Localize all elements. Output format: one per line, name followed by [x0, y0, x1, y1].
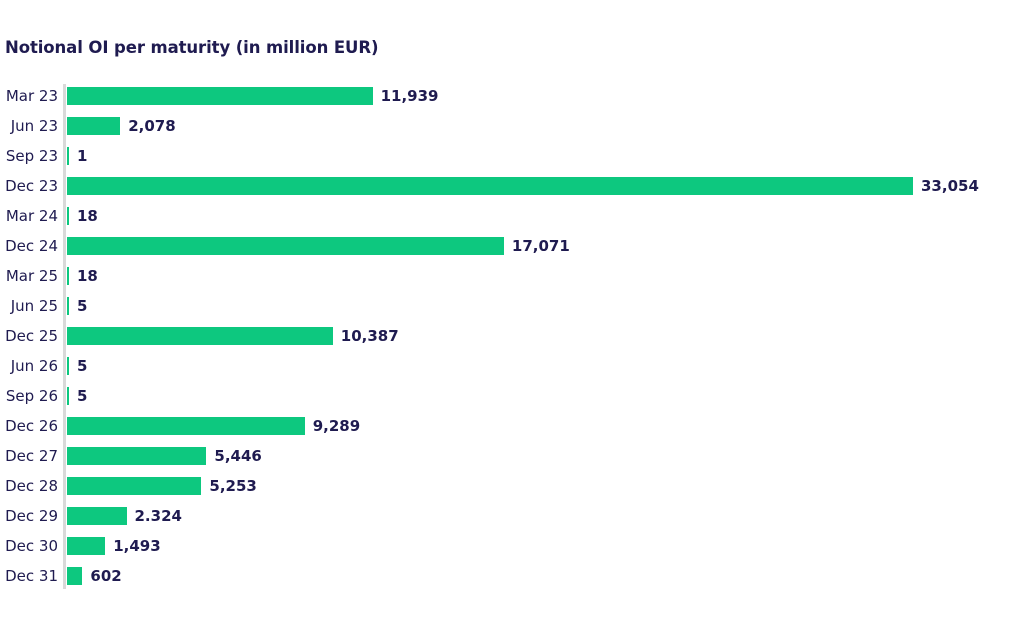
category-label: Dec 26	[5, 417, 58, 435]
chart-row: Mar 24 18	[0, 201, 1024, 231]
bar	[67, 417, 305, 435]
chart-row: Dec 23 33,054	[0, 171, 1024, 201]
chart-row: Dec 29 2.324	[0, 501, 1024, 531]
chart-row: Jun 25 5	[0, 291, 1024, 321]
chart-row: Dec 27 5,446	[0, 441, 1024, 471]
category-label: Mar 24	[5, 207, 58, 225]
chart-row: Dec 25 10,387	[0, 321, 1024, 351]
category-label: Sep 23	[5, 147, 58, 165]
category-label: Dec 27	[5, 447, 58, 465]
value-label: 18	[77, 207, 98, 225]
bar-wrap: 5,253	[67, 477, 1024, 495]
bar-wrap: 33,054	[67, 177, 1024, 195]
category-label: Dec 28	[5, 477, 58, 495]
category-label: Jun 25	[10, 297, 58, 315]
bar	[67, 537, 106, 555]
bar	[67, 387, 69, 405]
value-label: 18	[77, 267, 98, 285]
chart-title: Notional OI per maturity (in million EUR…	[5, 38, 379, 57]
bar-wrap: 5,446	[67, 447, 1024, 465]
bar	[67, 207, 69, 225]
value-label: 1	[77, 147, 88, 165]
value-label: 602	[90, 567, 122, 585]
value-label: 9,289	[312, 417, 361, 435]
value-label: 2,078	[128, 117, 176, 135]
category-label: Dec 23	[5, 177, 58, 195]
bar-wrap: 5	[67, 297, 1024, 315]
chart-row: Dec 28 5,253	[0, 471, 1024, 501]
bar	[67, 87, 373, 105]
value-label: 10,387	[340, 327, 399, 345]
bar-wrap: 9,289	[67, 417, 1024, 435]
y-axis-line	[63, 84, 66, 589]
bar	[67, 237, 504, 255]
bar	[67, 567, 83, 585]
bar-wrap: 11,939	[67, 87, 1024, 105]
bar	[67, 507, 127, 525]
value-label: 5	[77, 297, 88, 315]
category-label: Dec 29	[5, 507, 58, 525]
bar	[67, 477, 202, 495]
category-label: Sep 26	[5, 387, 58, 405]
bar-wrap: 18	[67, 207, 1024, 225]
bar	[67, 117, 121, 135]
value-label: 11,939	[380, 87, 439, 105]
chart-row: Jun 26 5	[0, 351, 1024, 381]
chart-row: Sep 23 1	[0, 141, 1024, 171]
bar-wrap: 17,071	[67, 237, 1024, 255]
bar	[67, 297, 69, 315]
category-label: Dec 31	[5, 567, 58, 585]
bar-wrap: 1	[67, 147, 1024, 165]
value-label: 33,054	[921, 177, 979, 195]
value-label: 1,493	[113, 537, 161, 555]
category-label: Jun 26	[10, 357, 58, 375]
bar	[67, 267, 69, 285]
category-label: Mar 23	[5, 87, 58, 105]
chart-row: Mar 23 11,939	[0, 81, 1024, 111]
chart-row: Sep 26 5	[0, 381, 1024, 411]
bar-wrap: 18	[67, 267, 1024, 285]
chart-row: Jun 23 2,078	[0, 111, 1024, 141]
value-label: 5,446	[214, 447, 262, 465]
bar-wrap: 1,493	[67, 537, 1024, 555]
value-label: 5,253	[209, 477, 257, 495]
value-label: 5	[77, 387, 88, 405]
chart-row: Dec 24 17,071	[0, 231, 1024, 261]
bar-wrap: 5	[67, 357, 1024, 375]
value-label: 2.324	[134, 507, 182, 525]
bar-wrap: 2,078	[67, 117, 1024, 135]
bar	[67, 177, 913, 195]
bar-wrap: 5	[67, 387, 1024, 405]
category-label: Mar 25	[5, 267, 58, 285]
bar-wrap: 2.324	[67, 507, 1024, 525]
bar	[67, 147, 69, 165]
value-label: 5	[77, 357, 88, 375]
bar-wrap: 602	[67, 567, 1024, 585]
bar	[67, 327, 333, 345]
value-label: 17,071	[511, 237, 570, 255]
category-label: Dec 25	[5, 327, 58, 345]
chart-rows: Mar 23 11,939 Jun 23 2,078 Sep 23 1 Dec 23 33,0…	[0, 81, 1024, 591]
bar-wrap: 10,387	[67, 327, 1024, 345]
category-label: Dec 24	[5, 237, 58, 255]
bar	[67, 357, 69, 375]
chart-row: Dec 31 602	[0, 561, 1024, 591]
bar-chart: Mar 23 11,939 Jun 23 2,078 Sep 23 1 Dec 23 33,0…	[0, 81, 1024, 591]
bar	[67, 447, 207, 465]
category-label: Jun 23	[10, 117, 58, 135]
category-label: Dec 30	[5, 537, 58, 555]
chart-row: Dec 30 1,493	[0, 531, 1024, 561]
chart-row: Mar 25 18	[0, 261, 1024, 291]
chart-row: Dec 26 9,289	[0, 411, 1024, 441]
